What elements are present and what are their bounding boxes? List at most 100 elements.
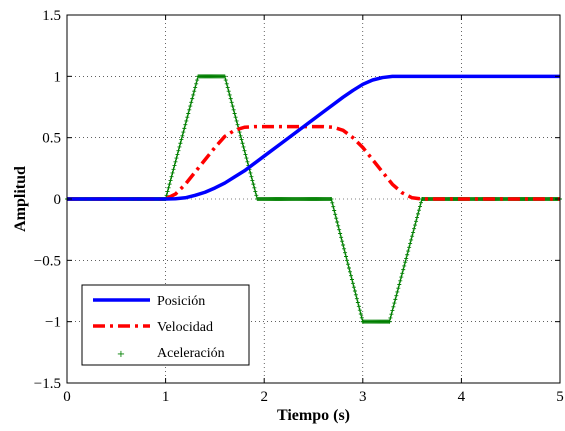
series-aceleracion-marker [403, 260, 408, 265]
series-aceleracion-marker [349, 277, 354, 282]
x-tick-label: 0 [63, 389, 71, 405]
series-aceleracion-marker [181, 130, 186, 135]
series-aceleracion-marker [353, 292, 358, 297]
series-aceleracion-marker [352, 289, 357, 293]
y-axis-title: Amplitud [12, 166, 29, 232]
series-aceleracion-marker [182, 126, 187, 131]
series-aceleracion-marker [179, 137, 184, 142]
y-tick-label: 1.5 [42, 8, 61, 24]
x-tick-label: 1 [162, 389, 170, 405]
series-aceleracion-marker [405, 252, 410, 257]
series-aceleracion-marker [226, 89, 231, 94]
series-layer [65, 74, 562, 324]
legend-swatch-aceleracion: + [117, 349, 125, 360]
y-tick-label: −0.5 [34, 253, 61, 269]
series-aceleracion-marker [250, 178, 255, 183]
series-aceleracion-marker [391, 304, 396, 309]
series-aceleracion-marker [232, 111, 237, 116]
series-aceleracion-marker [416, 211, 421, 216]
series-aceleracion-marker [411, 230, 416, 235]
series-aceleracion-marker [351, 285, 356, 290]
series-aceleracion-marker [166, 185, 171, 190]
ticks [66, 14, 561, 384]
series-aceleracion-marker [189, 100, 194, 105]
series-aceleracion-marker [337, 227, 342, 232]
series-aceleracion-marker [185, 115, 190, 120]
series-aceleracion-marker [417, 208, 422, 213]
series-aceleracion-marker [228, 96, 233, 101]
series-aceleracion-marker [341, 243, 346, 247]
series-aceleracion-marker [177, 144, 182, 149]
x-tick-label: 2 [260, 389, 268, 405]
series-aceleracion-marker [188, 104, 193, 109]
series-aceleracion-marker [348, 273, 353, 278]
series-aceleracion-marker [359, 315, 364, 320]
series-aceleracion-marker [356, 304, 361, 309]
y-tick-label: 1 [54, 69, 62, 85]
x-tick-label: 4 [458, 389, 466, 405]
series-aceleracion-marker [390, 308, 395, 313]
series-aceleracion-marker [241, 144, 246, 149]
series-aceleracion-marker [414, 219, 419, 224]
series-aceleracion-marker [331, 204, 336, 209]
series-aceleracion-marker [412, 226, 417, 231]
series-aceleracion-marker [389, 312, 394, 317]
series-aceleracion-marker [168, 178, 173, 183]
series-aceleracion-marker [338, 231, 343, 236]
series-aceleracion-marker [330, 200, 335, 205]
series-aceleracion-marker [409, 237, 414, 242]
series-aceleracion-marker [231, 107, 236, 112]
series-aceleracion-marker [193, 85, 198, 90]
series-aceleracion-marker [223, 78, 228, 83]
legend-label-posicion: Posición [157, 294, 205, 309]
series-aceleracion-marker [408, 241, 413, 246]
series-aceleracion-marker [186, 111, 191, 116]
series-aceleracion-marker [387, 319, 392, 324]
y-tick-label: −1.5 [34, 376, 61, 392]
series-aceleracion-marker [343, 250, 348, 255]
series-aceleracion-marker [191, 92, 196, 97]
series-aceleracion-marker [165, 189, 170, 194]
series-aceleracion-marker [401, 267, 406, 272]
tick-labels: 0 1 2 3 4 5 1.5 1 0.5 0 −0.5 −1 −1.5 [34, 8, 564, 405]
series-aceleracion-marker [332, 208, 337, 213]
x-axis-title: Tiempo (s) [277, 407, 350, 424]
series-posicion [67, 74, 560, 201]
series-aceleracion-marker [183, 122, 188, 127]
series-aceleracion-marker [173, 159, 178, 164]
series-aceleracion-marker [358, 312, 363, 316]
series-aceleracion-marker [333, 212, 338, 217]
series-aceleracion-marker [243, 152, 248, 157]
series-aceleracion-marker [248, 170, 253, 175]
series-aceleracion-marker [400, 271, 405, 276]
series-aceleracion-marker [229, 100, 234, 105]
series-aceleracion-marker [355, 300, 360, 305]
series-aceleracion-marker [346, 266, 351, 270]
series-aceleracion-marker [249, 174, 254, 179]
legend-label-velocidad: Velocidad [157, 320, 213, 335]
x-tick-label: 3 [359, 389, 367, 405]
series-aceleracion-marker [392, 301, 397, 306]
series-aceleracion-marker [417, 204, 422, 209]
series-aceleracion-marker [253, 189, 258, 194]
series-aceleracion-marker [394, 293, 399, 298]
y-tick-label: 0 [54, 192, 62, 208]
series-aceleracion-marker [339, 235, 344, 240]
series-aceleracion-marker [174, 156, 179, 161]
series-aceleracion-marker [172, 163, 177, 168]
series-aceleracion-marker [167, 182, 172, 187]
series-aceleracion-marker [235, 122, 240, 127]
series-aceleracion-marker [237, 130, 242, 135]
series-aceleracion-marker [413, 223, 418, 228]
series-aceleracion-marker [418, 200, 423, 205]
series-aceleracion-marker [345, 258, 350, 263]
series-aceleracion-marker [402, 263, 407, 268]
series-aceleracion-marker [233, 115, 238, 120]
series-aceleracion-marker [169, 174, 174, 179]
series-aceleracion-marker [175, 152, 180, 157]
series-aceleracion-marker [230, 104, 235, 109]
series-velocidad [67, 124, 560, 201]
series-aceleracion-marker [171, 167, 176, 172]
series-aceleracion-marker [245, 159, 250, 164]
series-aceleracion-marker [342, 246, 347, 251]
